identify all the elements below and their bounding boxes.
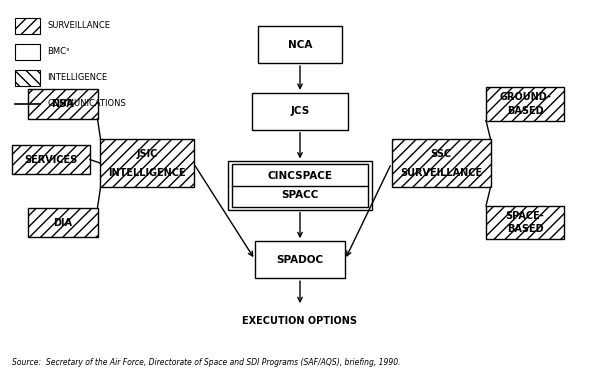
Bar [12, 145, 90, 174]
Text: NSA: NSA [52, 99, 74, 109]
Bar [232, 164, 368, 207]
Text: GROUND-: GROUND- [499, 92, 551, 102]
Bar [392, 139, 491, 187]
Bar [486, 87, 564, 121]
Bar [15, 44, 40, 60]
Bar [252, 93, 348, 130]
Text: EXECUTION OPTIONS: EXECUTION OPTIONS [242, 316, 358, 326]
Bar [29, 208, 98, 237]
Text: BASED: BASED [506, 106, 544, 115]
Text: SPACC: SPACC [281, 190, 319, 200]
Text: JCS: JCS [290, 106, 310, 116]
Bar [15, 70, 40, 86]
Text: BMC³: BMC³ [47, 47, 70, 56]
Text: JSIC: JSIC [136, 149, 158, 158]
Bar [258, 26, 342, 63]
Text: INTELLIGENCE: INTELLIGENCE [47, 73, 107, 82]
Text: NCA: NCA [288, 40, 312, 49]
Text: Source:  Secretary of the Air Force, Directorate of Space and SDI Programs (SAF/: Source: Secretary of the Air Force, Dire… [12, 358, 401, 367]
Text: SURVEILLANCE: SURVEILLANCE [47, 22, 110, 30]
Bar [100, 139, 193, 187]
Text: BASED: BASED [506, 224, 544, 234]
Text: SURVEILLANCE: SURVEILLANCE [400, 168, 482, 178]
Text: SPACE-: SPACE- [506, 211, 544, 221]
Bar [255, 241, 345, 278]
Text: CINCSPACE: CINCSPACE [268, 171, 332, 181]
Bar [486, 206, 564, 239]
Text: INTELLIGENCE: INTELLIGENCE [108, 168, 186, 178]
Text: SERVICES: SERVICES [25, 155, 77, 164]
Bar [228, 161, 372, 210]
Bar [15, 18, 40, 34]
Text: DIA: DIA [53, 218, 73, 227]
Text: SSC: SSC [430, 149, 452, 158]
Bar [29, 89, 98, 119]
Text: SPADOC: SPADOC [277, 255, 323, 265]
Text: COMMUNICATIONS: COMMUNICATIONS [47, 99, 126, 108]
